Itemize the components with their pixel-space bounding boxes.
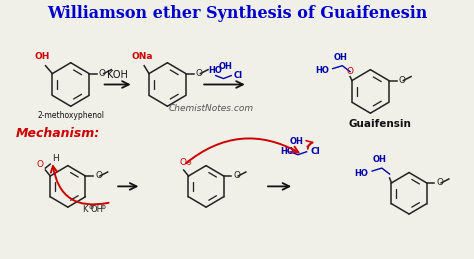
Text: OH: OH (91, 205, 103, 214)
Text: OH: OH (219, 62, 232, 71)
Text: Cl: Cl (234, 71, 243, 80)
Text: O: O (179, 158, 186, 167)
Text: ⊖: ⊖ (100, 205, 105, 210)
Text: O: O (399, 76, 405, 85)
Text: O: O (346, 67, 354, 76)
Text: HO: HO (315, 66, 329, 75)
Text: O: O (233, 171, 240, 181)
Text: Cl: Cl (310, 147, 320, 156)
Text: OH: OH (333, 53, 347, 62)
Text: Williamson ether Synthesis of Guaifenesin: Williamson ether Synthesis of Guaifenesi… (47, 5, 427, 22)
Text: O: O (95, 171, 102, 181)
Text: OH: OH (373, 155, 387, 164)
Text: HO: HO (281, 147, 294, 156)
Text: ⊖: ⊖ (185, 160, 191, 166)
Text: OH: OH (290, 137, 304, 146)
Text: 2-methoxyphenol: 2-methoxyphenol (37, 111, 104, 120)
Text: HO: HO (208, 66, 222, 75)
Text: Guaifensin: Guaifensin (349, 119, 411, 129)
Text: H: H (52, 154, 59, 163)
Text: O: O (99, 69, 106, 78)
Text: Mechanism:: Mechanism: (16, 127, 100, 140)
Text: ONa: ONa (131, 52, 153, 61)
Text: K: K (82, 205, 88, 214)
Text: ⊕: ⊕ (89, 205, 94, 210)
Text: O: O (436, 178, 443, 188)
Text: HO: HO (355, 169, 368, 177)
Text: KOH: KOH (107, 70, 128, 80)
Text: O: O (36, 160, 44, 169)
Text: OH: OH (35, 52, 50, 61)
Text: O: O (195, 69, 202, 78)
Text: ChemistNotes.com: ChemistNotes.com (168, 104, 254, 113)
